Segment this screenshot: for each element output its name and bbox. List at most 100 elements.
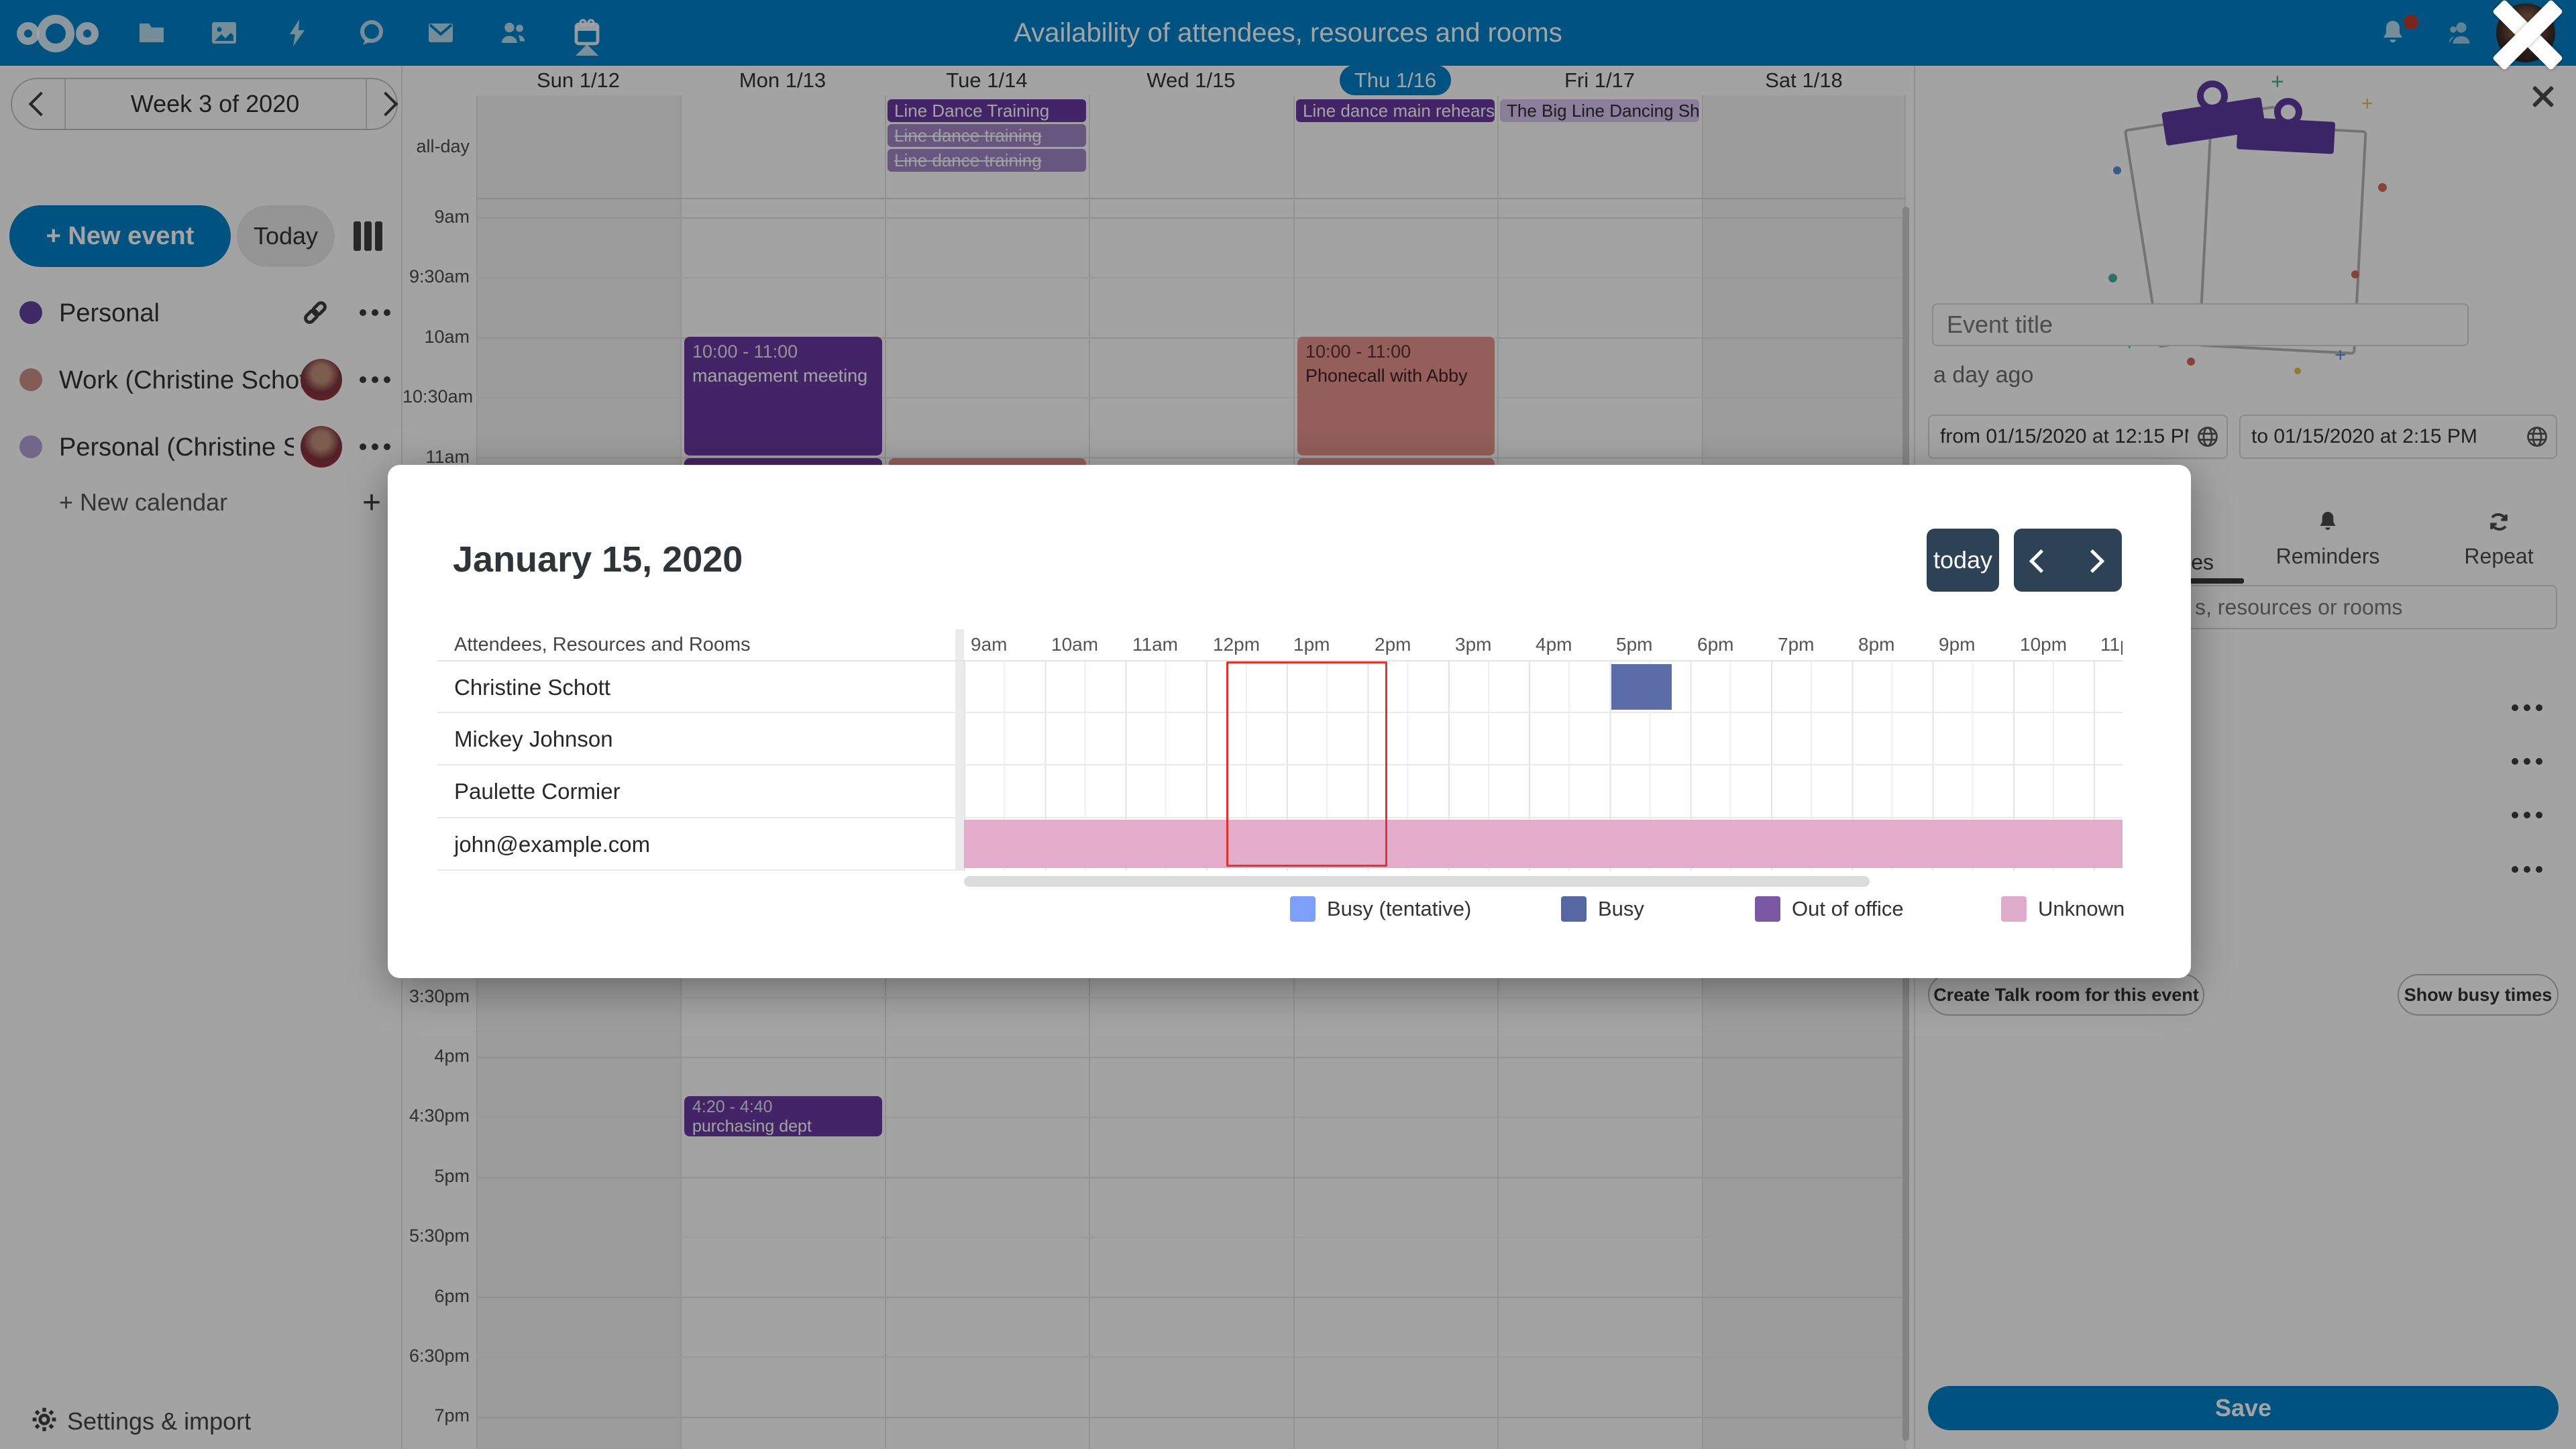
availability-grid[interactable] <box>964 660 2123 871</box>
timezone-globe-icon[interactable] <box>2196 425 2220 449</box>
allday-event-declined[interactable]: Line dance training <box>888 124 1086 147</box>
activity-icon[interactable] <box>282 17 314 49</box>
attendees-column-header: Attendees, Resources and Rooms <box>454 634 751 655</box>
gutter-time: 9:30am <box>409 266 470 286</box>
allday-gutter-label: all-day <box>416 136 470 156</box>
from-datetime-field[interactable]: from 01/15/2020 at 12:15 PM <box>1928 415 2228 459</box>
selected-time-range[interactable] <box>1226 661 1387 867</box>
logo-circle-left <box>17 22 40 45</box>
left-sidebar: Week 3 of 2020 + New event Today Persona… <box>0 66 402 1449</box>
legend-swatch-unknown <box>2001 896 2027 922</box>
view-toggle-button[interactable] <box>354 221 383 251</box>
calendar-list-item-personal-shared[interactable]: Personal (Christine Scho… <box>0 413 402 480</box>
to-datetime-value: to 01/15/2020 at 2:15 PM <box>2251 425 2477 447</box>
gutter-time: 10am <box>424 327 470 347</box>
day-header-mon[interactable]: Mon 1/13 <box>739 68 826 92</box>
axis-tick-label: 9pm <box>1939 634 1976 655</box>
gutter-time: 10:30am <box>402 386 474 407</box>
gutter-time: 5:30pm <box>409 1226 470 1246</box>
day-header-sat[interactable]: Sat 1/18 <box>1765 68 1843 92</box>
grid-scrollbar[interactable] <box>964 876 1870 887</box>
nextcloud-logo[interactable] <box>17 15 104 52</box>
attendee-menu-button[interactable] <box>2512 758 2542 765</box>
settings-import[interactable]: Settings & import <box>0 1399 402 1442</box>
gutter-time: 5pm <box>434 1166 470 1186</box>
week-label[interactable]: Week 3 of 2020 <box>130 90 300 117</box>
attendee-name: john@example.com <box>454 832 651 857</box>
day-header-wed[interactable]: Wed 1/15 <box>1146 68 1236 92</box>
attendee-menu-button[interactable] <box>2512 812 2542 818</box>
modal-time-axis: 9am 10am 11am 12pm 1pm 2pm 3pm 4pm 5pm 6… <box>964 629 2123 660</box>
modal-next-day-button[interactable] <box>2080 549 2105 574</box>
availability-row: Mickey Johnson <box>437 713 964 765</box>
modal-today-button[interactable]: today <box>1927 529 1999 592</box>
attendee-name: Mickey Johnson <box>454 727 613 751</box>
today-button[interactable]: Today <box>237 205 335 267</box>
event-title-input[interactable] <box>1932 303 2469 346</box>
axis-tick-label: 1pm <box>1293 634 1330 655</box>
day-header-fri[interactable]: Fri 1/17 <box>1564 68 1635 92</box>
notifications-bell-icon[interactable] <box>2377 17 2409 49</box>
to-datetime-field[interactable]: to 01/15/2020 at 2:15 PM <box>2239 415 2557 459</box>
modal-prev-day-button[interactable] <box>2029 549 2053 574</box>
calendar-menu-button[interactable] <box>360 376 390 383</box>
gutter-time: 6:30pm <box>409 1346 470 1366</box>
calendar-app-icon[interactable] <box>571 17 603 49</box>
allday-event[interactable]: Line dance main rehearsal <box>1296 99 1495 122</box>
calendar-menu-button[interactable] <box>360 309 390 316</box>
talk-icon[interactable] <box>356 17 388 49</box>
legend: Busy (tentative) Busy Out of office Unkn… <box>388 896 2191 923</box>
allday-event-declined[interactable]: Line dance training <box>888 149 1086 172</box>
calendar-list-item-work[interactable]: Work (Christine Schott) <box>0 346 402 413</box>
axis-tick-label: 2pm <box>1375 634 1411 655</box>
event-time: 4:20 - 4:40 <box>692 1097 773 1116</box>
new-event-button[interactable]: + New event <box>9 205 231 267</box>
logo-circle-center <box>37 15 74 52</box>
event-title: management meeting <box>692 366 868 386</box>
calendar-list-item-personal[interactable]: Personal <box>0 279 402 346</box>
event-phonecall-abby[interactable]: 10:00 - 11:00 Phonecall with Abby <box>1297 337 1495 455</box>
share-link-icon[interactable] <box>299 297 331 329</box>
active-app-indicator <box>576 44 598 56</box>
new-calendar-item[interactable]: + New calendar + <box>0 480 402 527</box>
day-header-tue[interactable]: Tue 1/14 <box>946 68 1028 92</box>
axis-tick-label: 4pm <box>1536 634 1572 655</box>
event-management-meeting[interactable]: 10:00 - 11:00 management meeting <box>684 337 882 455</box>
axis-tick-label: 12pm <box>1213 634 1260 655</box>
day-header-sun[interactable]: Sun 1/12 <box>536 68 621 92</box>
save-button[interactable]: Save <box>1928 1386 2559 1430</box>
files-icon[interactable] <box>136 17 168 49</box>
availability-row: Paulette Cormier <box>437 765 964 818</box>
photos-icon[interactable] <box>208 17 240 49</box>
timezone-globe-icon[interactable] <box>2525 425 2549 449</box>
attendee-name: Paulette Cormier <box>454 779 621 804</box>
calendar-owner-avatar <box>301 359 342 400</box>
day-header-thu-active[interactable]: Thu 1/16 <box>1293 65 1497 95</box>
availability-modal: January 15, 2020 today Attendees, Resour… <box>388 465 2191 978</box>
allday-event-free[interactable]: The Big Line Dancing Show <box>1500 99 1699 122</box>
show-busy-times-button[interactable]: Show busy times <box>2398 974 2559 1016</box>
from-datetime-value: from 01/15/2020 at 12:15 PM <box>1940 425 2188 447</box>
legend-swatch-out-of-office <box>1755 896 1780 922</box>
attendee-menu-button[interactable] <box>2512 704 2542 711</box>
active-day-pill: Thu 1/16 <box>1339 65 1452 95</box>
create-talk-room-button[interactable]: Create Talk room for this event <box>1928 974 2204 1016</box>
calendar-menu-button[interactable] <box>360 443 390 450</box>
attendee-menu-button[interactable] <box>2512 866 2542 873</box>
tab-repeat[interactable]: Repeat <box>2432 508 2566 582</box>
contacts-icon[interactable] <box>497 17 529 49</box>
gutter-time: 9am <box>434 207 470 227</box>
legend-swatch-busy-tentative <box>1290 896 1316 922</box>
axis-tick-label: 3pm <box>1455 634 1492 655</box>
axis-tick-label: 6pm <box>1697 634 1734 655</box>
allday-event[interactable]: Line Dance Training <box>888 99 1086 122</box>
settings-import-label: Settings & import <box>67 1407 252 1435</box>
event-purchasing-dept[interactable]: 4:20 - 4:40 purchasing dept <box>684 1096 882 1136</box>
tab-reminders[interactable]: Reminders <box>2257 508 2398 582</box>
table-divider <box>955 629 964 871</box>
event-time: 10:00 - 11:00 <box>1305 341 1411 362</box>
contacts-menu-icon[interactable] <box>2444 17 2476 49</box>
logo-circle-right <box>76 22 99 45</box>
mail-icon[interactable] <box>425 17 457 49</box>
